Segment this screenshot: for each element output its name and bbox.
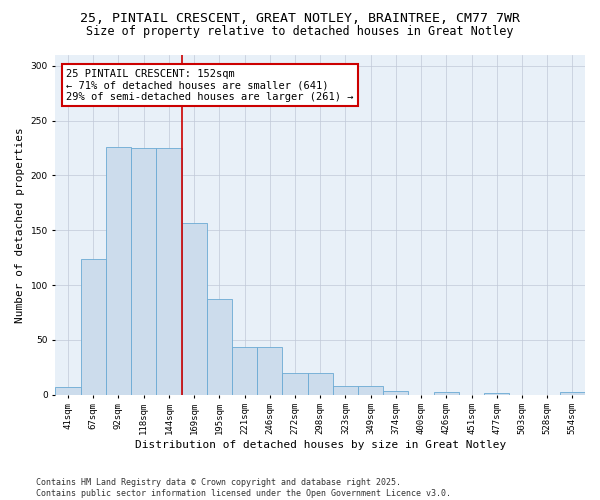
Bar bbox=[106, 147, 131, 394]
Y-axis label: Number of detached properties: Number of detached properties bbox=[15, 127, 25, 322]
Bar bbox=[157, 148, 182, 394]
Bar bbox=[257, 348, 283, 395]
X-axis label: Distribution of detached houses by size in Great Notley: Distribution of detached houses by size … bbox=[134, 440, 506, 450]
Bar bbox=[333, 386, 358, 394]
Bar bbox=[55, 387, 80, 394]
Bar bbox=[283, 372, 308, 394]
Bar bbox=[80, 258, 106, 394]
Bar bbox=[232, 348, 257, 395]
Bar bbox=[434, 392, 459, 394]
Bar bbox=[383, 392, 409, 394]
Bar bbox=[182, 222, 207, 394]
Bar bbox=[560, 392, 585, 394]
Bar bbox=[207, 300, 232, 394]
Bar bbox=[131, 148, 157, 394]
Text: 25 PINTAIL CRESCENT: 152sqm
← 71% of detached houses are smaller (641)
29% of se: 25 PINTAIL CRESCENT: 152sqm ← 71% of det… bbox=[66, 68, 353, 102]
Text: Contains HM Land Registry data © Crown copyright and database right 2025.
Contai: Contains HM Land Registry data © Crown c… bbox=[36, 478, 451, 498]
Bar bbox=[308, 372, 333, 394]
Bar bbox=[358, 386, 383, 394]
Text: 25, PINTAIL CRESCENT, GREAT NOTLEY, BRAINTREE, CM77 7WR: 25, PINTAIL CRESCENT, GREAT NOTLEY, BRAI… bbox=[80, 12, 520, 26]
Text: Size of property relative to detached houses in Great Notley: Size of property relative to detached ho… bbox=[86, 25, 514, 38]
